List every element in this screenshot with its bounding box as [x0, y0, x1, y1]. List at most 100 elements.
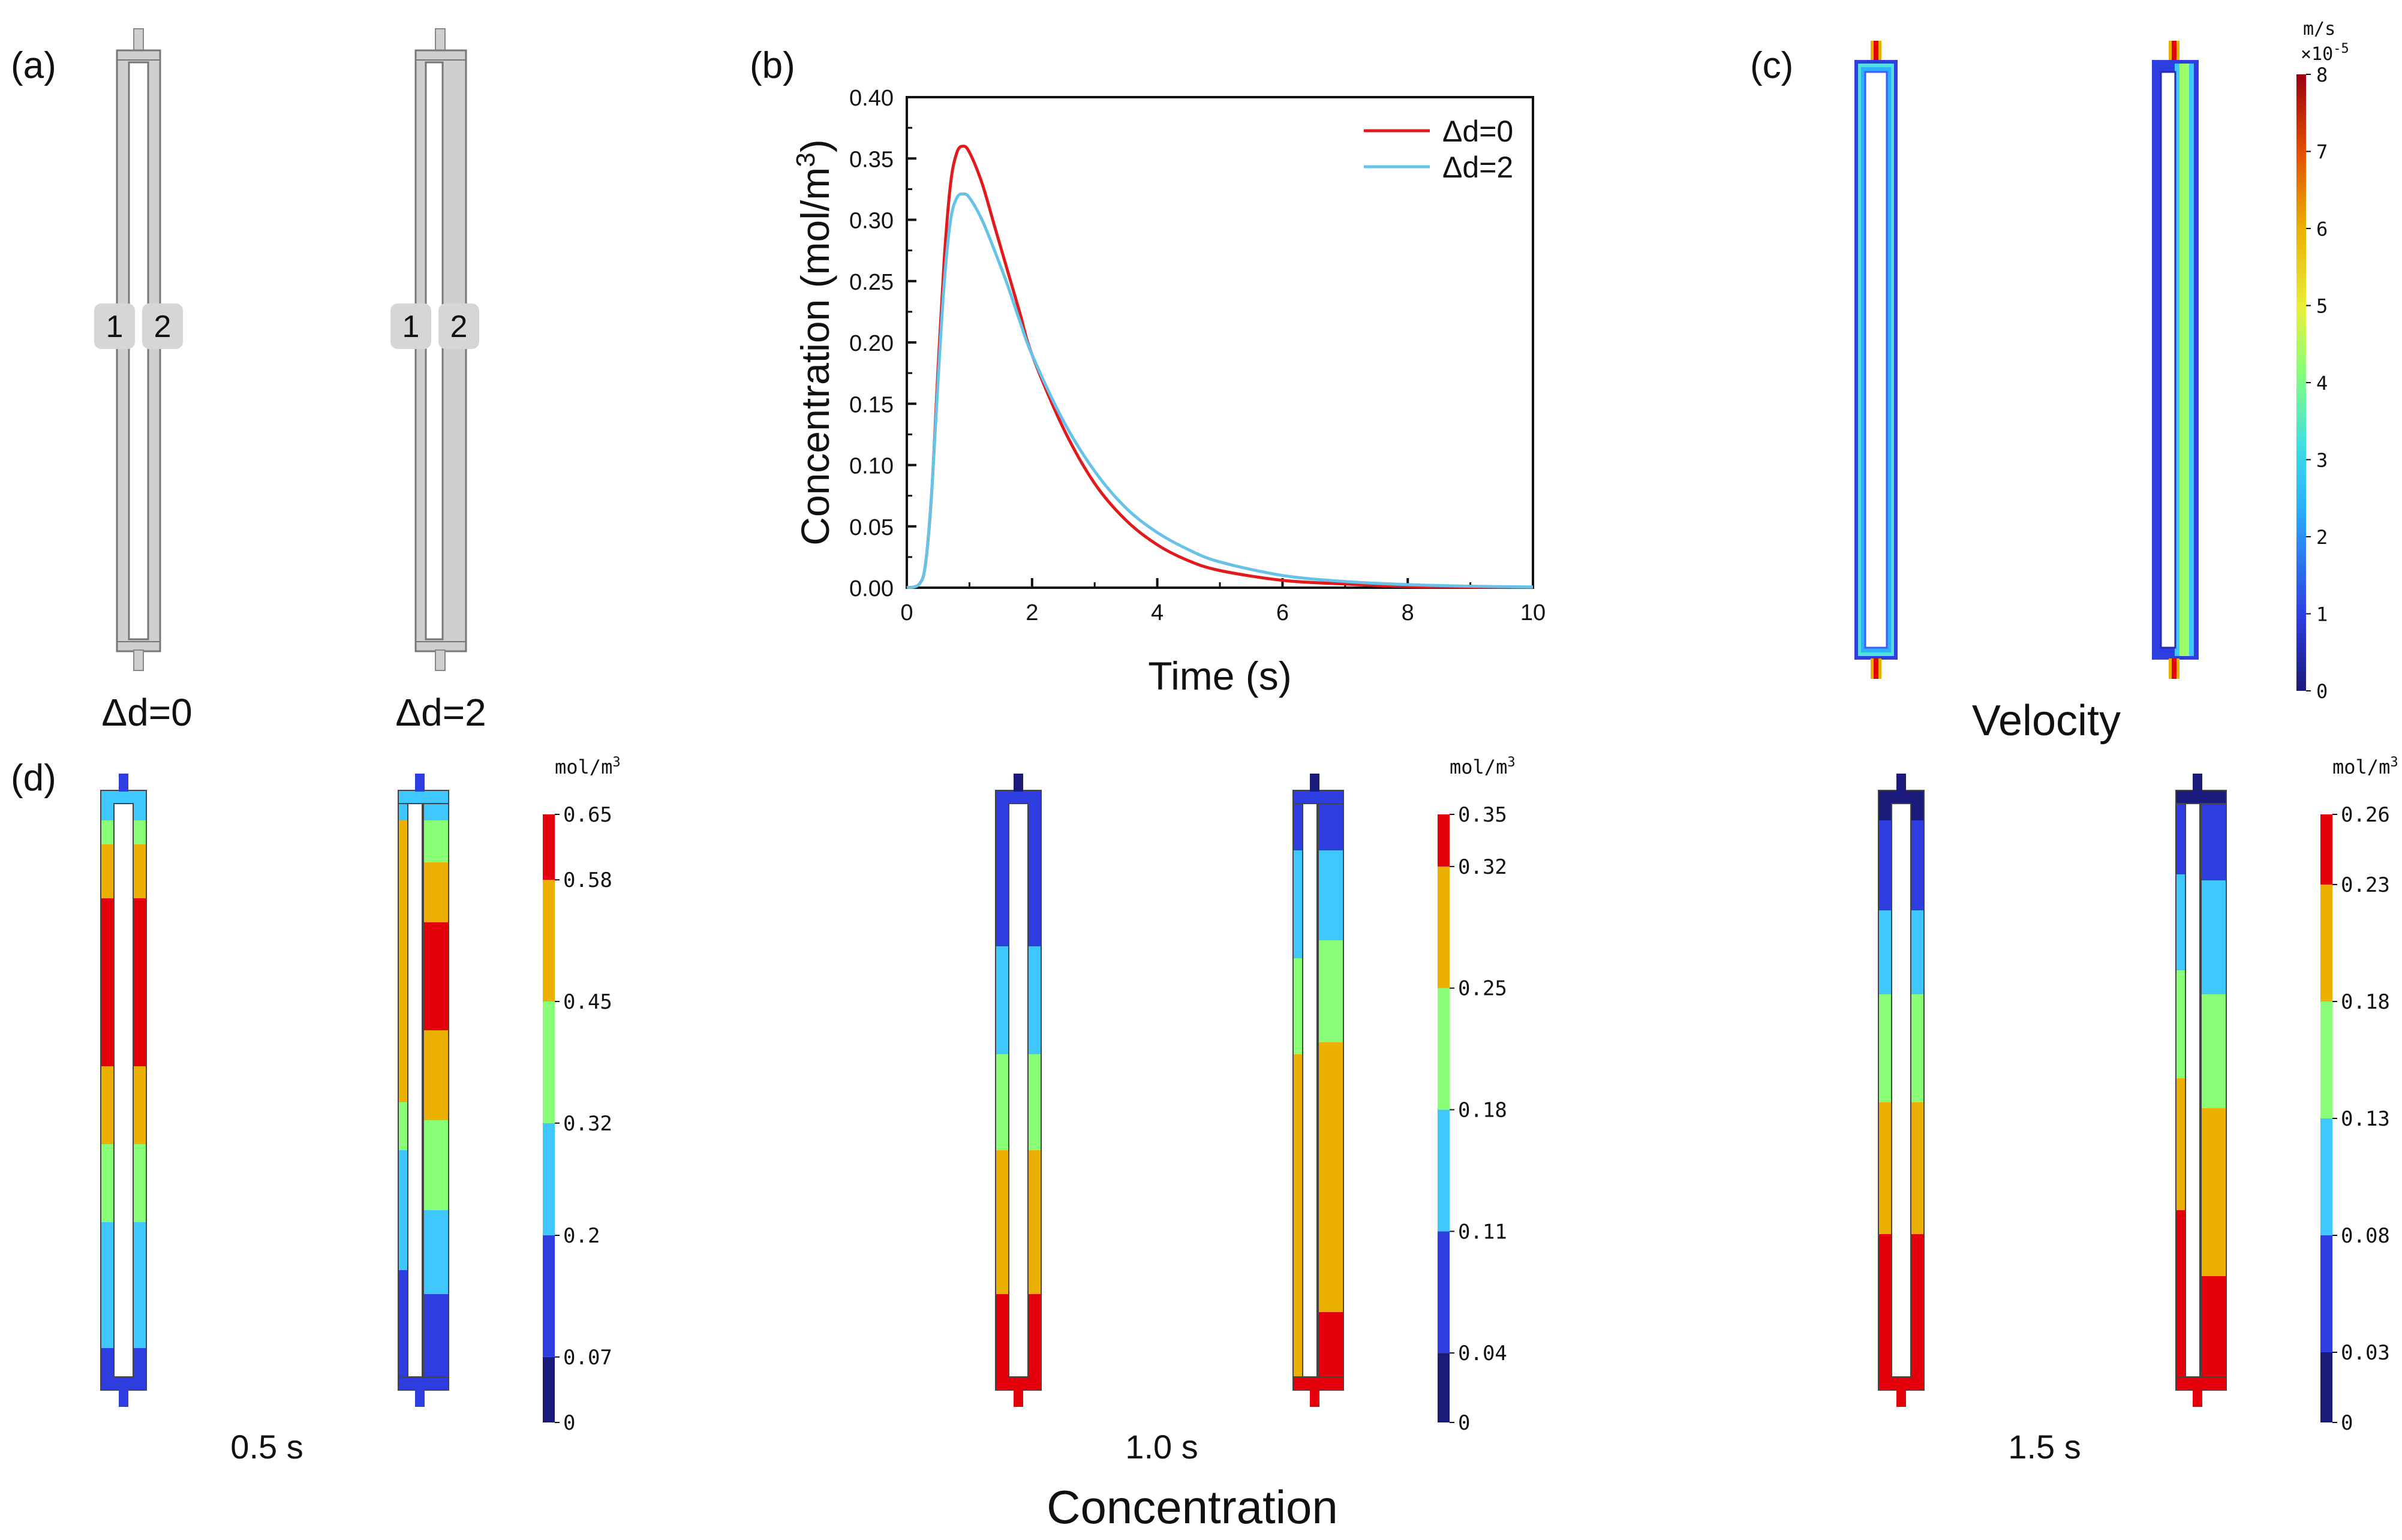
colorbar-tick-label: 0.65 [563, 803, 612, 827]
series-line-d0 [906, 145, 1534, 589]
snapshot-d2-right-wall [2197, 790, 2227, 1391]
colorbar-segment [543, 814, 555, 880]
concentration-band [2197, 994, 2226, 1109]
x-tick-label: 8 [1402, 600, 1414, 625]
colorbar-tick-label: 0.32 [1458, 855, 1507, 879]
concentration-band [1315, 1138, 1343, 1313]
concentration-time-chart: 0.00 0.05 0.10 0.15 0.20 0.25 0.30 0.35 0.40 0 2 4… [791, 86, 1546, 698]
colorbar-unit: mol/m3 [1450, 755, 1516, 779]
channel-tags-d0: 1 2 [94, 303, 183, 349]
concentration-band [1315, 1042, 1343, 1139]
velocity-tick-label: 1 [2316, 603, 2328, 626]
concentration-band [420, 1030, 449, 1121]
velocity-field-d0 [1854, 41, 1898, 679]
colorbar-segment [543, 1235, 555, 1357]
concentration-band [420, 862, 449, 923]
colorbar-tick-label: 0.03 [2341, 1341, 2390, 1365]
colorbar-tick-label: 0.04 [1458, 1342, 1507, 1365]
colorbar-segment [1438, 814, 1450, 867]
colorbar-segment [2320, 1235, 2332, 1352]
y-tick-label: 0.20 [849, 331, 894, 356]
panel-b-label: (b) [750, 45, 795, 86]
colorbar-tick-label: 0.45 [563, 990, 612, 1014]
channel-label-2: 2 [154, 309, 172, 344]
legend-label-d2: Δd=2 [1442, 151, 1513, 184]
x-tick-label: 10 [1520, 600, 1546, 625]
concentration-caption: Concentration [1047, 1481, 1338, 1533]
x-axis-label: Time (s) [1148, 654, 1292, 698]
colorbar-segment [543, 1356, 555, 1422]
colorbar-tick-label: 0.23 [2341, 873, 2390, 897]
series-line-d2 [906, 192, 1534, 589]
velocity-ticks: 0 1 2 3 4 5 6 7 8 [2306, 64, 2328, 703]
colorbar-segment [2320, 1001, 2332, 1118]
colorbar-unit: mol/m3 [2332, 755, 2398, 779]
colorbar-segment [1438, 1231, 1450, 1353]
concentration-snapshot-2: 0 0.04 0.11 0.18 0.25 0.32 0.35 mol/m3 1.0 s [995, 755, 1516, 1466]
colorbar-segment [2320, 1352, 2332, 1422]
channel-label-2-d2: 2 [450, 309, 468, 344]
snapshot-d2-right-wall [1314, 790, 1344, 1391]
colorbar-tick-label: 0.2 [563, 1224, 600, 1248]
colorbar-unit: mol/m3 [555, 755, 621, 779]
y-axis-label: Concentration (mol/m3) [791, 139, 838, 545]
concentration-band [2197, 1276, 2226, 1390]
y-axis-ticks: 0.00 0.05 0.10 0.15 0.20 0.25 0.30 0.35 0.40 [849, 86, 916, 601]
x-tick-label: 4 [1151, 600, 1164, 625]
panel-d-label: (d) [11, 757, 56, 799]
snapshot-time-label: 0.5 s [230, 1428, 303, 1466]
colorbar-tick-label: 0.13 [2341, 1107, 2390, 1131]
geometry-d2 [414, 28, 467, 671]
velocity-tick-label: 2 [2316, 526, 2328, 549]
y-tick-label: 0.00 [849, 576, 894, 601]
channel-tags-d2: 1 2 [390, 303, 479, 349]
colorbar-tick-label: 0.18 [2341, 990, 2390, 1014]
colorbar-tick-label: 0 [1458, 1411, 1470, 1435]
concentration-band [2197, 1108, 2226, 1277]
velocity-tick-label: 3 [2316, 449, 2328, 472]
y-tick-label: 0.40 [849, 86, 894, 111]
caption-d2: Δd=2 [395, 691, 486, 734]
colorbar-segment [1438, 1353, 1450, 1422]
colorbar-tick-label: 0.26 [2341, 803, 2390, 827]
concentration-panel: 0 0.07 0.2 0.32 0.45 0.58 0.65 mol/m3 0.5 s 0 0.04… [100, 755, 2398, 1466]
legend-label-d0: Δd=0 [1442, 115, 1513, 148]
colorbar-tick-label: 0.32 [563, 1112, 612, 1136]
panel-a-label: (a) [11, 45, 56, 86]
velocity-tick-label: 5 [2316, 295, 2328, 318]
colorbar-tick-label: 0 [563, 1411, 575, 1435]
y-tick-label: 0.15 [849, 392, 894, 417]
concentration-band [1315, 940, 1343, 1043]
snapshot-time-label: 1.5 s [2008, 1428, 2081, 1466]
velocity-caption: Velocity [1972, 697, 2121, 745]
colorbar-tick-label: 0.07 [563, 1346, 612, 1370]
colorbar-segment [1438, 988, 1450, 1110]
y-tick-label: 0.05 [849, 515, 894, 540]
concentration-band [420, 1120, 449, 1211]
colorbar-segment [2320, 1118, 2332, 1235]
series-lines [906, 145, 1534, 589]
concentration-band [420, 820, 449, 863]
velocity-tick-label: 6 [2316, 218, 2328, 240]
colorbar-segment [1438, 1109, 1450, 1232]
colorbar-segment [2320, 814, 2332, 885]
concentration-snapshot-1: 0 0.07 0.2 0.32 0.45 0.58 0.65 mol/m3 0.5 s [100, 755, 621, 1466]
concentration-snapshot-3: 0 0.03 0.08 0.13 0.18 0.23 0.26 mol/m3 1.5 s [1878, 755, 2398, 1466]
y-tick-label: 0.10 [849, 454, 894, 479]
plot-frame [906, 96, 1534, 589]
velocity-exponent: ×10-5 [2301, 41, 2349, 65]
colorbar-segment [2320, 885, 2332, 1001]
velocity-colorbar: m/s ×10-5 0 1 2 3 4 5 6 7 8 [2296, 19, 2349, 703]
x-tick-label: 0 [900, 600, 913, 625]
snapshot-time-label: 1.0 s [1125, 1428, 1198, 1466]
concentration-band [2197, 790, 2226, 881]
snapshot-d2-right-wall [419, 790, 449, 1391]
velocity-field-d2 [2152, 41, 2199, 679]
concentration-band [420, 1210, 449, 1295]
colorbar-tick-label: 0.08 [2341, 1224, 2390, 1248]
geometry-d0 [116, 28, 161, 671]
colorbar-tick-label: 0.35 [1458, 803, 1507, 827]
colorbar-tick-label: 0.58 [563, 868, 612, 892]
x-tick-label: 2 [1026, 600, 1038, 625]
velocity-tick-label: 8 [2316, 64, 2328, 86]
